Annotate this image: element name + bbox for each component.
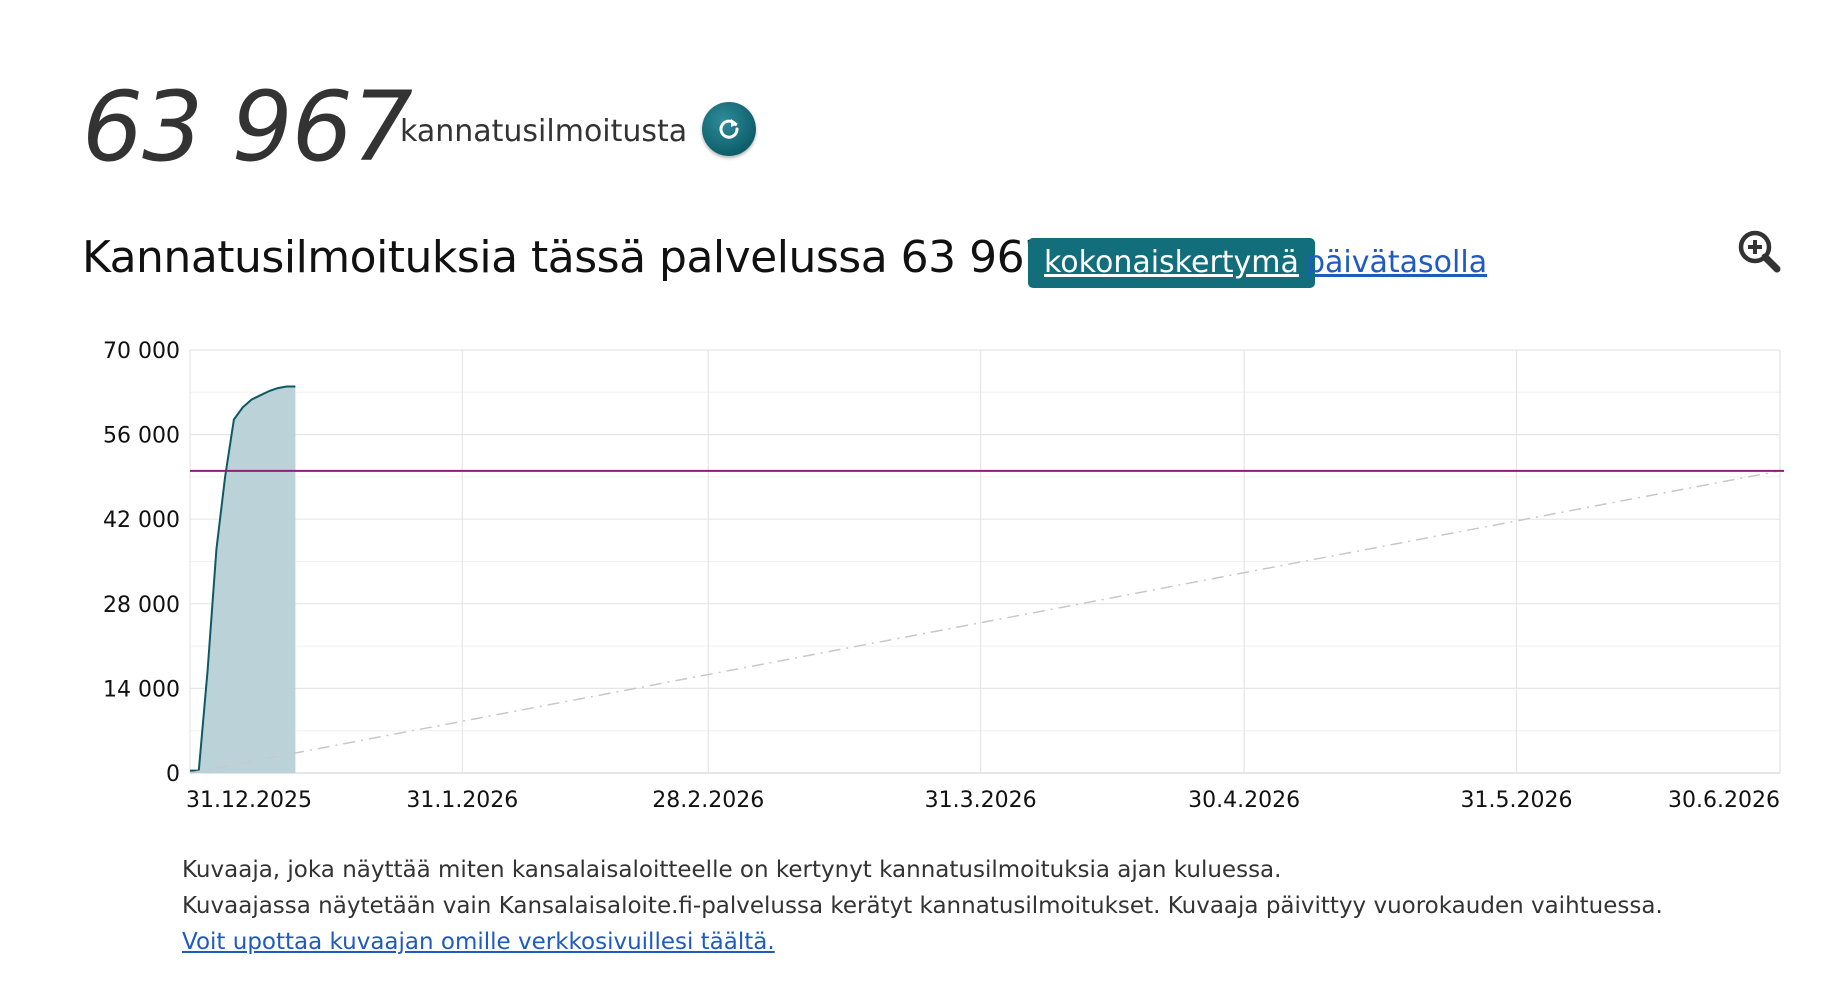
support-count-number: 63 967	[82, 71, 413, 183]
embed-chart-link[interactable]: Voit upottaa kuvaajan omille verkkosivui…	[182, 929, 775, 955]
y-tick-label: 70 000	[103, 339, 180, 364]
x-tick-label: 30.4.2026	[1188, 788, 1300, 813]
x-tick-label: 31.1.2026	[406, 788, 518, 813]
refresh-icon	[719, 119, 739, 139]
x-tick-label: 28.2.2026	[652, 788, 764, 813]
toggle-cumulative-button[interactable]: kokonaiskertymä	[1028, 238, 1315, 288]
zoom-button[interactable]	[1736, 228, 1782, 274]
support-count-label: kannatusilmoitusta	[400, 114, 688, 149]
y-tick-label: 56 000	[103, 424, 180, 449]
caption-description: Kuvaaja, joka näyttää miten kansalaisalo…	[182, 857, 1282, 883]
support-chart: 0 14 000 28 000 42 000 56 000 70 000 31.12.202…	[103, 339, 1784, 813]
chart-heading: Kannatusilmoituksia tässä palvelussa 63 …	[82, 228, 1782, 292]
y-tick-label: 0	[166, 762, 180, 787]
pace-line	[189, 470, 1781, 774]
series-area	[190, 386, 296, 773]
refresh-button[interactable]	[702, 102, 756, 156]
x-tick-label: 31.5.2026	[1460, 788, 1572, 813]
caption-note: Kuvaajassa näytetään vain Kansalaisaloit…	[182, 893, 1663, 919]
y-tick-label: 14 000	[103, 677, 180, 702]
x-tick-label: 30.6.2026	[1668, 788, 1780, 813]
chart-title: Kannatusilmoituksia tässä palvelussa 63 …	[82, 232, 1052, 283]
x-tick-label: 31.3.2026	[925, 788, 1037, 813]
y-tick-label: 42 000	[103, 508, 180, 533]
chart-caption: Kuvaaja, joka näyttää miten kansalaisalo…	[182, 852, 1682, 960]
toggle-daily-link[interactable]: päivätasolla	[1306, 245, 1488, 280]
x-tick-label: 31.12.2025	[186, 788, 312, 813]
y-tick-label: 28 000	[103, 593, 180, 618]
zoom-in-icon	[1738, 230, 1781, 273]
